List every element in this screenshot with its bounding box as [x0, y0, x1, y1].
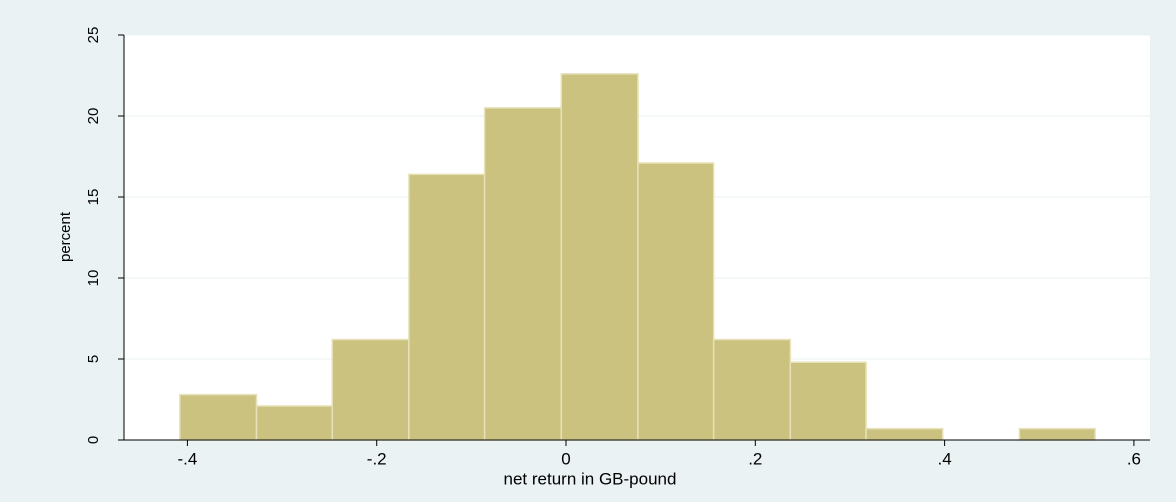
bar [865, 427, 944, 441]
x-tick-label: -.4 [177, 449, 197, 468]
bar [255, 405, 333, 441]
bar [789, 361, 867, 441]
x-tick-label: -.2 [367, 449, 387, 468]
y-tick-label: 0 [85, 436, 102, 444]
y-tick-label: 20 [85, 108, 102, 125]
bar [179, 393, 258, 441]
x-tick-label: 0 [561, 449, 570, 468]
x-tick-label: .6 [1127, 449, 1141, 468]
x-axis-title: net return in GB-pound [504, 469, 677, 488]
bar [331, 338, 410, 441]
x-tick-label: .2 [748, 449, 762, 468]
bar [637, 162, 715, 441]
y-tick-label: 15 [85, 189, 102, 206]
y-tick-label: 5 [85, 355, 102, 363]
bar [483, 107, 563, 441]
y-tick-label: 10 [85, 270, 102, 287]
bar [1018, 427, 1096, 441]
x-tick-label: .4 [938, 449, 952, 468]
y-tick-label: 25 [85, 27, 102, 44]
bar [408, 173, 486, 441]
y-axis-title: percent [57, 211, 74, 262]
bar [560, 73, 639, 441]
bar [712, 338, 792, 441]
